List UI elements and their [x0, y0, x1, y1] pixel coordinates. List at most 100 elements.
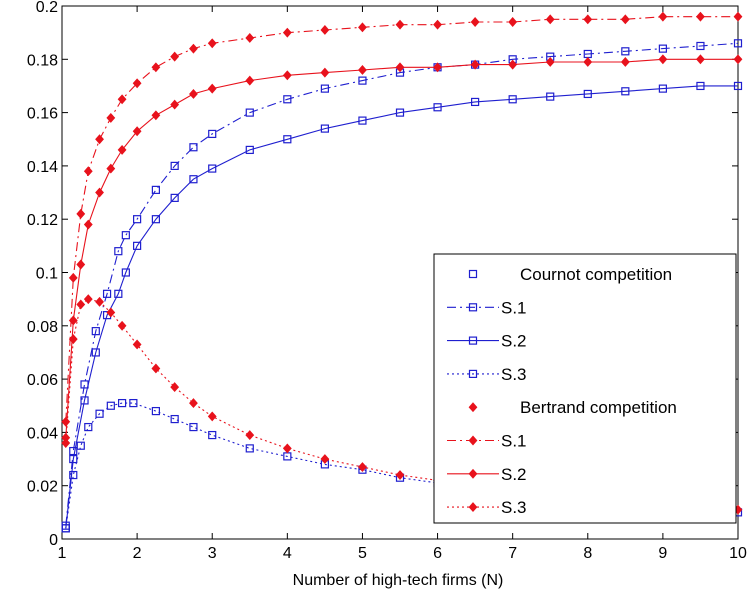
- y-tick-label: 0.08: [27, 319, 58, 336]
- legend-entry: S.2: [447, 465, 527, 484]
- data-point: [733, 39, 743, 48]
- x-tick-label: 2: [133, 545, 142, 562]
- data-point: [61, 416, 71, 427]
- data-point: [470, 59, 480, 70]
- legend-label: S.1: [501, 432, 527, 451]
- data-point: [133, 241, 142, 250]
- legend-label: S.1: [501, 298, 527, 317]
- data-point: [471, 97, 480, 107]
- data-point: [95, 409, 104, 418]
- data-point: [395, 62, 405, 73]
- data-point: [245, 75, 255, 86]
- data-point: [282, 443, 292, 454]
- x-tick-label: 6: [433, 545, 442, 562]
- data-point: [283, 135, 292, 144]
- data-point: [245, 444, 254, 453]
- data-point: [320, 84, 329, 93]
- data-point: [320, 124, 329, 133]
- legend-marker: [468, 502, 478, 513]
- y-tick-label: 0.02: [27, 479, 58, 496]
- data-point: [83, 294, 93, 305]
- legend-marker: [468, 402, 478, 413]
- data-point: [283, 95, 292, 104]
- data-point: [189, 143, 198, 152]
- data-point: [508, 59, 518, 70]
- data-point: [245, 430, 255, 441]
- data-point: [470, 17, 480, 27]
- data-point: [95, 296, 104, 307]
- data-point: [696, 81, 705, 91]
- data-point: [320, 67, 330, 78]
- data-point: [68, 334, 78, 345]
- data-point: [545, 57, 555, 67]
- data-point: [132, 339, 142, 350]
- data-point: [95, 134, 104, 145]
- legend-entry: Cournot competition: [468, 265, 672, 284]
- data-point: [508, 95, 517, 104]
- legend-label: S.2: [501, 465, 527, 484]
- data-point: [207, 38, 217, 49]
- data-point: [207, 411, 217, 422]
- data-point: [658, 54, 668, 65]
- data-point: [69, 446, 78, 456]
- series-line: [65, 16, 738, 422]
- data-point: [129, 398, 138, 408]
- y-tick-label: 0.18: [27, 52, 58, 69]
- data-point: [170, 161, 179, 170]
- data-point: [106, 112, 116, 123]
- data-point: [395, 19, 405, 30]
- data-point: [117, 320, 127, 331]
- data-point: [583, 14, 593, 25]
- legend-marker: [468, 369, 478, 378]
- data-point: [106, 163, 116, 174]
- data-point: [545, 14, 555, 25]
- legend-entry: S.1: [447, 432, 527, 451]
- data-point: [132, 78, 142, 89]
- data-point: [132, 126, 142, 137]
- data-point: [245, 33, 255, 43]
- series-bertrand-s1: [61, 11, 743, 427]
- data-point: [76, 299, 86, 310]
- y-tick-label: 0.06: [27, 372, 58, 389]
- data-point: [80, 396, 89, 405]
- x-tick-label: 7: [508, 545, 517, 562]
- data-point: [189, 43, 198, 54]
- data-point: [733, 81, 743, 91]
- data-point: [433, 62, 442, 73]
- data-point: [151, 215, 160, 224]
- x-tick-label: 1: [58, 545, 67, 562]
- legend-marker: [468, 269, 478, 279]
- data-point: [696, 41, 705, 51]
- data-point: [395, 470, 405, 480]
- series-line: [65, 42, 739, 526]
- data-point: [320, 25, 330, 35]
- y-tick-label: 0.12: [27, 212, 58, 229]
- data-point: [621, 87, 630, 96]
- data-point: [320, 454, 330, 465]
- data-point: [91, 348, 100, 357]
- data-point: [358, 65, 367, 75]
- data-point: [620, 14, 630, 25]
- x-tick-label: 4: [283, 545, 292, 562]
- data-point: [121, 231, 130, 240]
- data-point: [170, 382, 180, 393]
- data-point: [83, 166, 93, 177]
- y-tick-label: 0: [49, 532, 58, 549]
- data-point: [208, 129, 217, 139]
- data-point: [69, 454, 78, 464]
- data-point: [68, 315, 78, 326]
- data-point: [76, 259, 86, 270]
- data-point: [170, 414, 179, 424]
- y-tick-label: 0.1: [36, 266, 58, 283]
- data-point: [91, 327, 100, 336]
- data-point: [189, 88, 198, 99]
- data-point: [151, 62, 161, 73]
- data-point: [508, 17, 518, 27]
- data-point: [76, 441, 85, 450]
- data-point: [133, 215, 142, 224]
- x-tick-label: 5: [358, 545, 367, 562]
- data-point: [245, 145, 254, 155]
- data-point: [68, 272, 78, 283]
- legend-label: S.3: [501, 365, 527, 384]
